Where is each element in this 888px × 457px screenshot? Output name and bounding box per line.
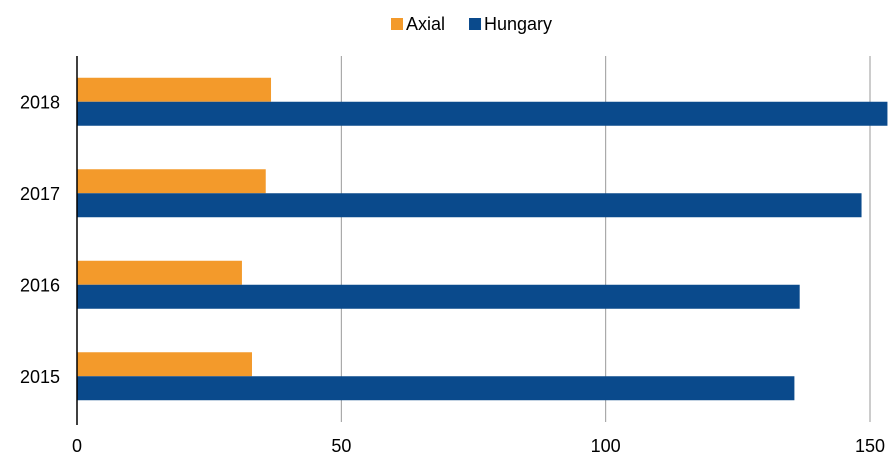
- bar: [77, 352, 252, 377]
- y-tick-label: 2015: [20, 367, 60, 387]
- legend-label: Axial: [406, 14, 445, 34]
- bar: [77, 376, 795, 401]
- y-tick-label: 2017: [20, 184, 60, 204]
- bar: [77, 193, 862, 218]
- bar: [77, 101, 888, 126]
- x-tick-label: 100: [591, 436, 621, 456]
- bar: [77, 77, 272, 102]
- legend-swatch: [391, 18, 403, 30]
- legend-swatch: [469, 18, 482, 30]
- bar: [77, 169, 266, 194]
- x-tick-label: 0: [72, 436, 82, 456]
- bar: [77, 260, 242, 285]
- y-tick-label: 2016: [20, 276, 60, 296]
- bar: [77, 284, 800, 309]
- legend-label: Hungary: [484, 14, 552, 34]
- x-tick-label: 50: [331, 436, 351, 456]
- y-tick-label: 2018: [20, 93, 60, 113]
- x-tick-label: 150: [855, 436, 885, 456]
